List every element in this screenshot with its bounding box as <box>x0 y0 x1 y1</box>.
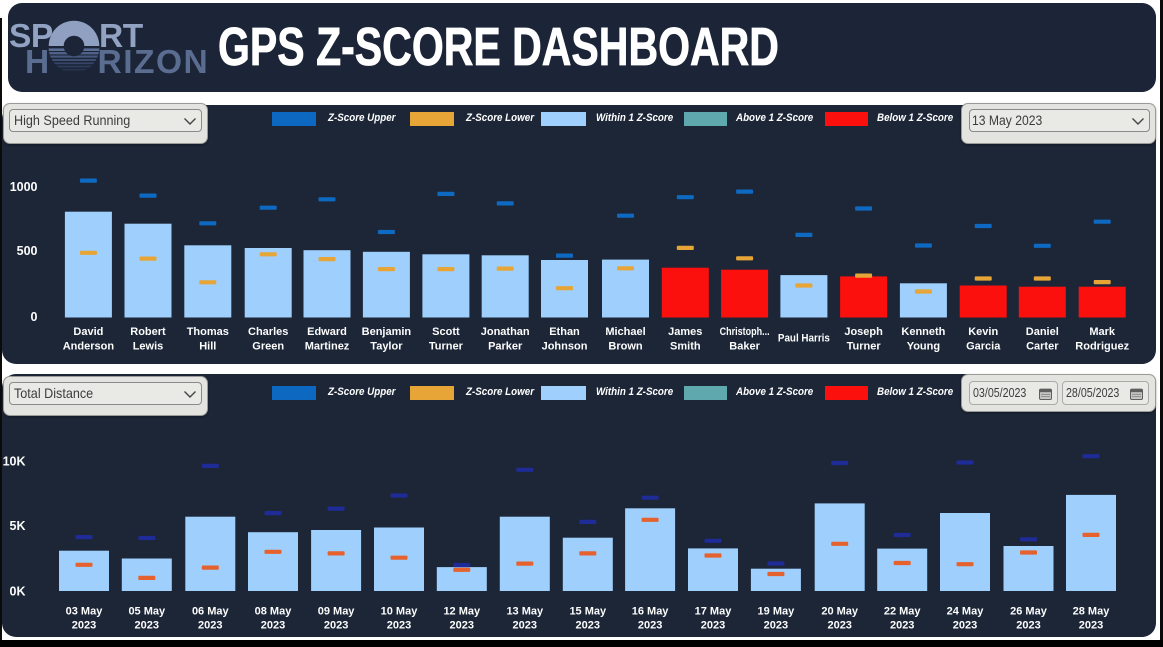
svg-text:15 May: 15 May <box>569 605 607 617</box>
svg-text:26 May: 26 May <box>1010 605 1048 617</box>
svg-text:RT: RT <box>99 18 144 55</box>
svg-text:Kevin: Kevin <box>968 326 998 338</box>
svg-text:Kenneth: Kenneth <box>901 326 945 338</box>
svg-text:2023: 2023 <box>701 620 725 632</box>
svg-text:Taylor: Taylor <box>370 340 403 352</box>
svg-text:Benjamin: Benjamin <box>362 326 412 338</box>
svg-text:2023: 2023 <box>953 620 977 632</box>
svg-text:Young: Young <box>907 340 940 352</box>
svg-text:10 May: 10 May <box>381 605 419 617</box>
svg-text:0: 0 <box>31 310 38 324</box>
svg-text:22 May: 22 May <box>884 605 922 617</box>
svg-text:0K: 0K <box>10 585 26 599</box>
svg-text:2023: 2023 <box>764 620 788 632</box>
svg-text:RIZON: RIZON <box>98 44 210 81</box>
svg-text:1000: 1000 <box>10 180 38 194</box>
svg-text:Mark: Mark <box>1089 326 1116 338</box>
svg-text:2023: 2023 <box>1016 620 1040 632</box>
svg-text:16 May: 16 May <box>632 605 670 617</box>
svg-text:2023: 2023 <box>638 620 662 632</box>
svg-text:Brown: Brown <box>608 340 643 352</box>
svg-text:05 May: 05 May <box>128 605 166 617</box>
svg-text:Joseph: Joseph <box>844 326 883 338</box>
svg-text:Robert: Robert <box>130 326 166 338</box>
svg-text:James: James <box>668 326 702 338</box>
svg-text:13 May: 13 May <box>506 605 544 617</box>
svg-text:24 May: 24 May <box>947 605 985 617</box>
svg-text:2023: 2023 <box>324 620 348 632</box>
svg-text:Turner: Turner <box>847 340 882 352</box>
svg-text:David: David <box>73 326 103 338</box>
svg-text:Garcia: Garcia <box>966 340 1001 352</box>
svg-text:2023: 2023 <box>72 620 96 632</box>
svg-text:Charles: Charles <box>248 326 288 338</box>
svg-text:Thomas: Thomas <box>187 326 229 338</box>
svg-text:28 May: 28 May <box>1073 605 1111 617</box>
svg-text:2023: 2023 <box>890 620 914 632</box>
svg-text:2023: 2023 <box>261 620 285 632</box>
svg-text:20 May: 20 May <box>821 605 859 617</box>
svg-text:2023: 2023 <box>198 620 222 632</box>
svg-text:Turner: Turner <box>429 340 464 352</box>
svg-text:Baker: Baker <box>729 340 760 352</box>
svg-text:2023: 2023 <box>827 620 851 632</box>
svg-text:2023: 2023 <box>450 620 474 632</box>
svg-text:Scott: Scott <box>432 326 460 338</box>
svg-text:10K: 10K <box>3 454 26 468</box>
svg-text:H: H <box>25 44 49 81</box>
svg-text:2023: 2023 <box>513 620 537 632</box>
svg-text:12 May: 12 May <box>443 605 481 617</box>
svg-text:06 May: 06 May <box>192 605 230 617</box>
svg-text:SP: SP <box>9 18 53 55</box>
svg-text:Hill: Hill <box>199 340 216 352</box>
svg-text:2023: 2023 <box>576 620 600 632</box>
svg-text:Anderson: Anderson <box>63 340 115 352</box>
svg-text:Green: Green <box>252 340 284 352</box>
svg-text:Parker: Parker <box>488 340 523 352</box>
svg-text:17 May: 17 May <box>695 605 733 617</box>
svg-text:2023: 2023 <box>135 620 159 632</box>
svg-text:Carter: Carter <box>1026 340 1059 352</box>
svg-text:Edward: Edward <box>307 326 347 338</box>
svg-text:Smith: Smith <box>670 340 701 352</box>
svg-text:Daniel: Daniel <box>1026 326 1059 338</box>
svg-text:Rodriguez: Rodriguez <box>1075 340 1129 352</box>
svg-text:Lewis: Lewis <box>133 340 164 352</box>
svg-text:Christoph...: Christoph... <box>720 326 770 338</box>
svg-text:Michael: Michael <box>605 326 645 338</box>
svg-text:Paul Harris: Paul Harris <box>778 333 830 345</box>
svg-text:5K: 5K <box>10 519 26 533</box>
svg-text:08 May: 08 May <box>255 605 293 617</box>
svg-text:09 May: 09 May <box>318 605 356 617</box>
svg-text:19 May: 19 May <box>758 605 796 617</box>
svg-text:2023: 2023 <box>387 620 411 632</box>
svg-text:03 May: 03 May <box>66 605 104 617</box>
svg-text:Jonathan: Jonathan <box>481 326 530 338</box>
svg-text:500: 500 <box>17 244 38 258</box>
svg-text:Ethan: Ethan <box>549 326 580 338</box>
svg-text:Martinez: Martinez <box>305 340 350 352</box>
svg-text:2023: 2023 <box>1079 620 1103 632</box>
svg-text:Johnson: Johnson <box>542 340 588 352</box>
